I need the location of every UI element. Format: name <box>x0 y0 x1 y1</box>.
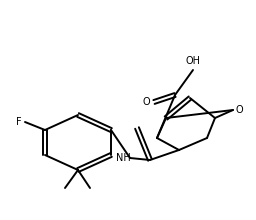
Text: F: F <box>16 117 22 127</box>
Text: O: O <box>142 97 150 107</box>
Text: O: O <box>236 105 244 115</box>
Text: OH: OH <box>186 56 200 66</box>
Text: NH: NH <box>116 153 131 163</box>
